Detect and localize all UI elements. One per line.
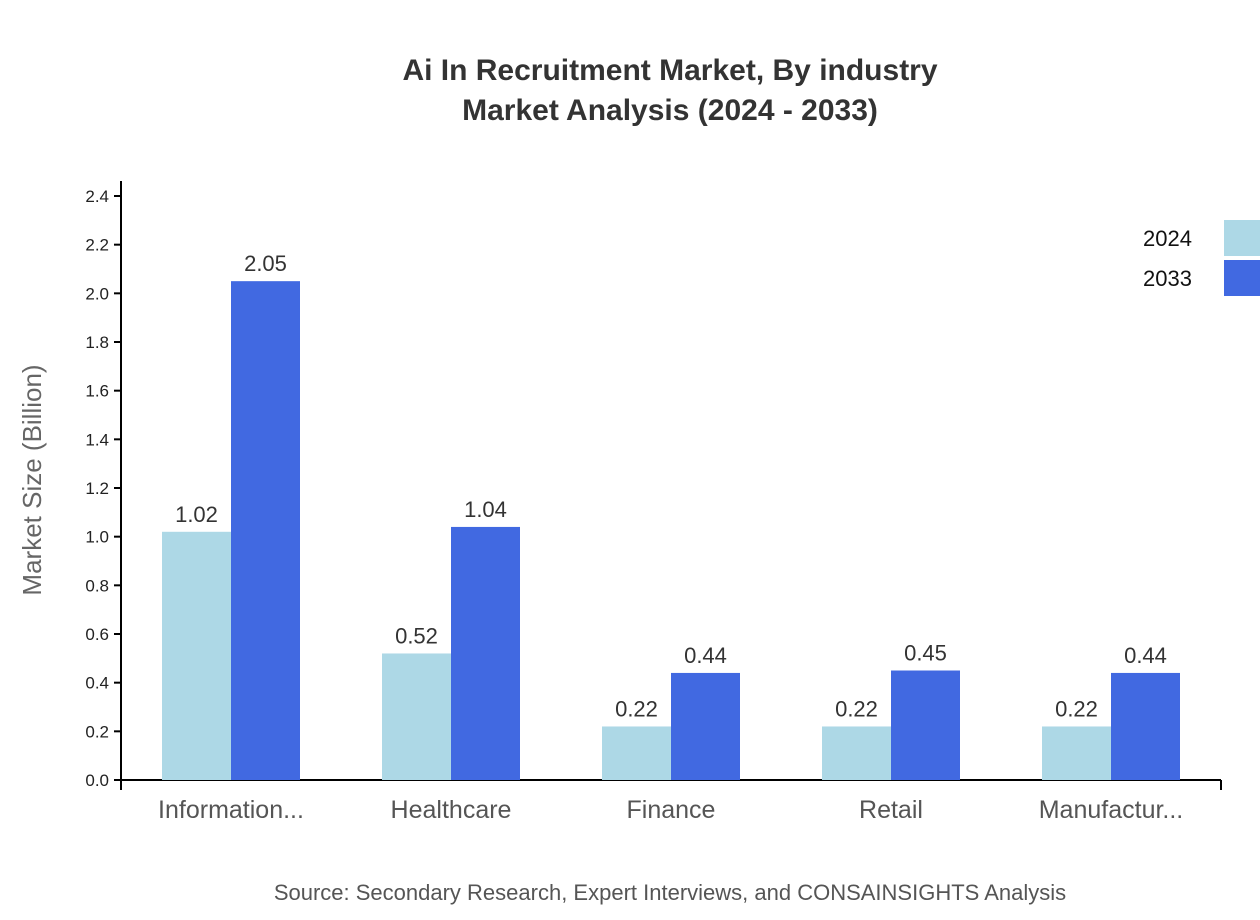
data-label: 0.52 [395,623,438,648]
y-tick-label: 2.2 [85,236,109,255]
bar-2033 [1111,672,1180,780]
data-label: 0.45 [904,641,947,666]
x-tick-label: Manufactur... [1039,796,1184,824]
bar-2033 [231,281,300,780]
y-tick-label: 0.4 [85,674,109,693]
bar-2024 [822,726,891,780]
y-axis-label: Market Size (Billion) [17,364,47,595]
bar-2033 [451,526,520,780]
bar-2033 [891,670,960,780]
bar-2024 [382,653,451,780]
data-label: 1.02 [175,502,218,527]
data-label: 1.04 [464,497,507,522]
data-label: 0.44 [684,643,727,668]
bar-2024 [602,726,671,780]
y-tick-label: 0.6 [85,625,109,644]
y-tick-label: 1.0 [85,528,109,547]
legend-label: 2024 [1143,226,1192,251]
y-tick-label: 0.8 [85,576,109,595]
y-tick-label: 2.4 [85,187,109,206]
data-label: 0.22 [615,696,658,721]
y-tick-label: 1.4 [85,430,109,449]
x-tick-label: Healthcare [391,796,512,824]
x-tick-label: Finance [627,796,716,824]
legend-label: 2033 [1143,266,1192,291]
y-tick-label: 1.8 [85,333,109,352]
data-label: 2.05 [244,251,287,276]
chart-title-line-2: Market Analysis (2024 - 2033) [462,94,878,127]
x-tick-label: Retail [859,796,923,824]
source-note: Source: Secondary Research, Expert Inter… [274,880,1066,905]
x-tick-label: Information... [158,796,304,824]
legend-swatch-2024 [1224,220,1260,256]
y-tick-label: 2.0 [85,284,109,303]
data-label: 0.22 [835,696,878,721]
y-tick-label: 1.6 [85,382,109,401]
bar-2024 [1042,726,1111,780]
bar-2024 [162,531,231,780]
y-tick-label: 1.2 [85,479,109,498]
data-label: 0.22 [1055,696,1098,721]
y-tick-label: 0.2 [85,722,109,741]
data-label: 0.44 [1124,643,1167,668]
chart-title-line-1: Ai In Recruitment Market, By industry [402,54,937,87]
bar-2033 [671,672,740,780]
legend-swatch-2033 [1224,260,1260,296]
y-tick-label: 0.0 [85,771,109,790]
